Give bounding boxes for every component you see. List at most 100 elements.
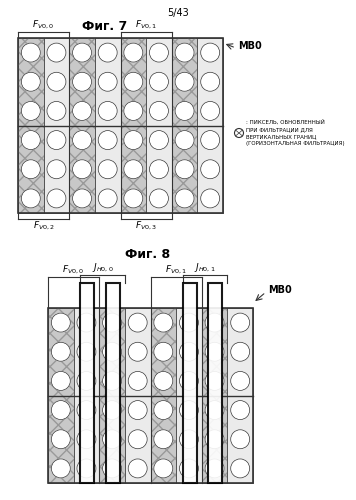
Circle shape	[154, 400, 173, 419]
Circle shape	[231, 313, 250, 332]
Circle shape	[73, 160, 91, 178]
Circle shape	[47, 102, 66, 120]
Bar	[48, 396, 74, 483]
Bar	[172, 126, 197, 213]
Circle shape	[154, 430, 173, 448]
Circle shape	[73, 43, 91, 62]
Bar	[151, 396, 176, 483]
Bar	[48, 308, 74, 396]
Circle shape	[150, 189, 168, 208]
Circle shape	[179, 430, 198, 448]
Bar	[18, 38, 44, 126]
Bar	[95, 126, 120, 213]
Bar	[48, 396, 74, 483]
Text: MB0: MB0	[238, 41, 262, 51]
Bar	[120, 126, 146, 213]
Text: MB0: MB0	[268, 285, 292, 295]
Circle shape	[103, 430, 121, 448]
Circle shape	[47, 130, 66, 150]
Circle shape	[47, 189, 66, 208]
Bar	[18, 38, 44, 126]
Circle shape	[128, 372, 147, 390]
Text: $F_{V0,1}$: $F_{V0,1}$	[165, 264, 187, 276]
Bar	[172, 38, 197, 126]
Bar	[146, 126, 172, 213]
Bar	[125, 396, 151, 483]
Text: $F_{V0,3}$: $F_{V0,3}$	[135, 220, 157, 232]
Circle shape	[201, 160, 220, 178]
Circle shape	[98, 189, 117, 208]
Bar	[176, 308, 202, 396]
Circle shape	[201, 130, 220, 150]
Text: $F_{V0,0}$: $F_{V0,0}$	[62, 264, 85, 276]
Bar	[202, 396, 227, 483]
Circle shape	[51, 313, 70, 332]
Circle shape	[201, 189, 220, 208]
Bar	[151, 308, 176, 396]
Circle shape	[77, 430, 96, 448]
Bar	[197, 126, 223, 213]
Circle shape	[205, 313, 224, 332]
Bar	[18, 126, 44, 213]
Circle shape	[179, 342, 198, 361]
Text: 5/43: 5/43	[167, 8, 189, 18]
Circle shape	[77, 372, 96, 390]
Bar	[44, 38, 69, 126]
Circle shape	[21, 189, 40, 208]
Text: $F_{V0,1}$: $F_{V0,1}$	[135, 18, 157, 31]
Bar	[172, 126, 197, 213]
Circle shape	[103, 459, 121, 478]
Bar	[202, 308, 227, 396]
Circle shape	[73, 72, 91, 91]
Circle shape	[179, 313, 198, 332]
Bar	[69, 38, 95, 126]
Circle shape	[21, 130, 40, 150]
Bar	[69, 126, 95, 213]
Circle shape	[128, 400, 147, 419]
Bar	[151, 396, 176, 483]
Bar	[69, 38, 95, 126]
Bar	[202, 308, 227, 396]
Circle shape	[154, 372, 173, 390]
Bar	[120, 38, 146, 126]
Circle shape	[77, 313, 96, 332]
Text: : ПИКСЕЛЬ, ОБНОВЛЕННЫЙ
ПРИ ФИЛЬТРАЦИИ ДЛЯ
ВЕРТИКАЛЬНЫХ ГРАНИЦ
(ГОРИЗОНТАЛЬНАЯ ФИ: : ПИКСЕЛЬ, ОБНОВЛЕННЫЙ ПРИ ФИЛЬТРАЦИИ ДЛ…	[246, 120, 345, 146]
Bar	[197, 38, 223, 126]
Circle shape	[231, 372, 250, 390]
Bar	[95, 38, 120, 126]
Circle shape	[47, 43, 66, 62]
Bar	[18, 126, 44, 213]
Circle shape	[175, 160, 194, 178]
Circle shape	[205, 400, 224, 419]
Circle shape	[231, 459, 250, 478]
Circle shape	[179, 372, 198, 390]
Bar	[18, 38, 223, 213]
Bar	[74, 308, 99, 396]
Bar	[99, 308, 125, 396]
Circle shape	[21, 43, 40, 62]
Circle shape	[73, 102, 91, 120]
Circle shape	[150, 160, 168, 178]
Circle shape	[235, 128, 244, 138]
Circle shape	[201, 72, 220, 91]
Circle shape	[124, 102, 143, 120]
Bar	[99, 396, 125, 483]
Circle shape	[124, 160, 143, 178]
Circle shape	[231, 400, 250, 419]
Circle shape	[205, 342, 224, 361]
Circle shape	[175, 72, 194, 91]
Text: $F_{V0,0}$: $F_{V0,0}$	[32, 18, 55, 31]
Circle shape	[154, 342, 173, 361]
Circle shape	[154, 459, 173, 478]
Bar	[120, 38, 146, 126]
Circle shape	[98, 130, 117, 150]
Bar	[146, 38, 172, 126]
Circle shape	[175, 130, 194, 150]
Bar	[80, 283, 94, 483]
Bar	[120, 126, 146, 213]
Circle shape	[103, 372, 121, 390]
Bar	[227, 308, 253, 396]
Bar	[106, 283, 120, 483]
Circle shape	[21, 102, 40, 120]
Circle shape	[73, 130, 91, 150]
